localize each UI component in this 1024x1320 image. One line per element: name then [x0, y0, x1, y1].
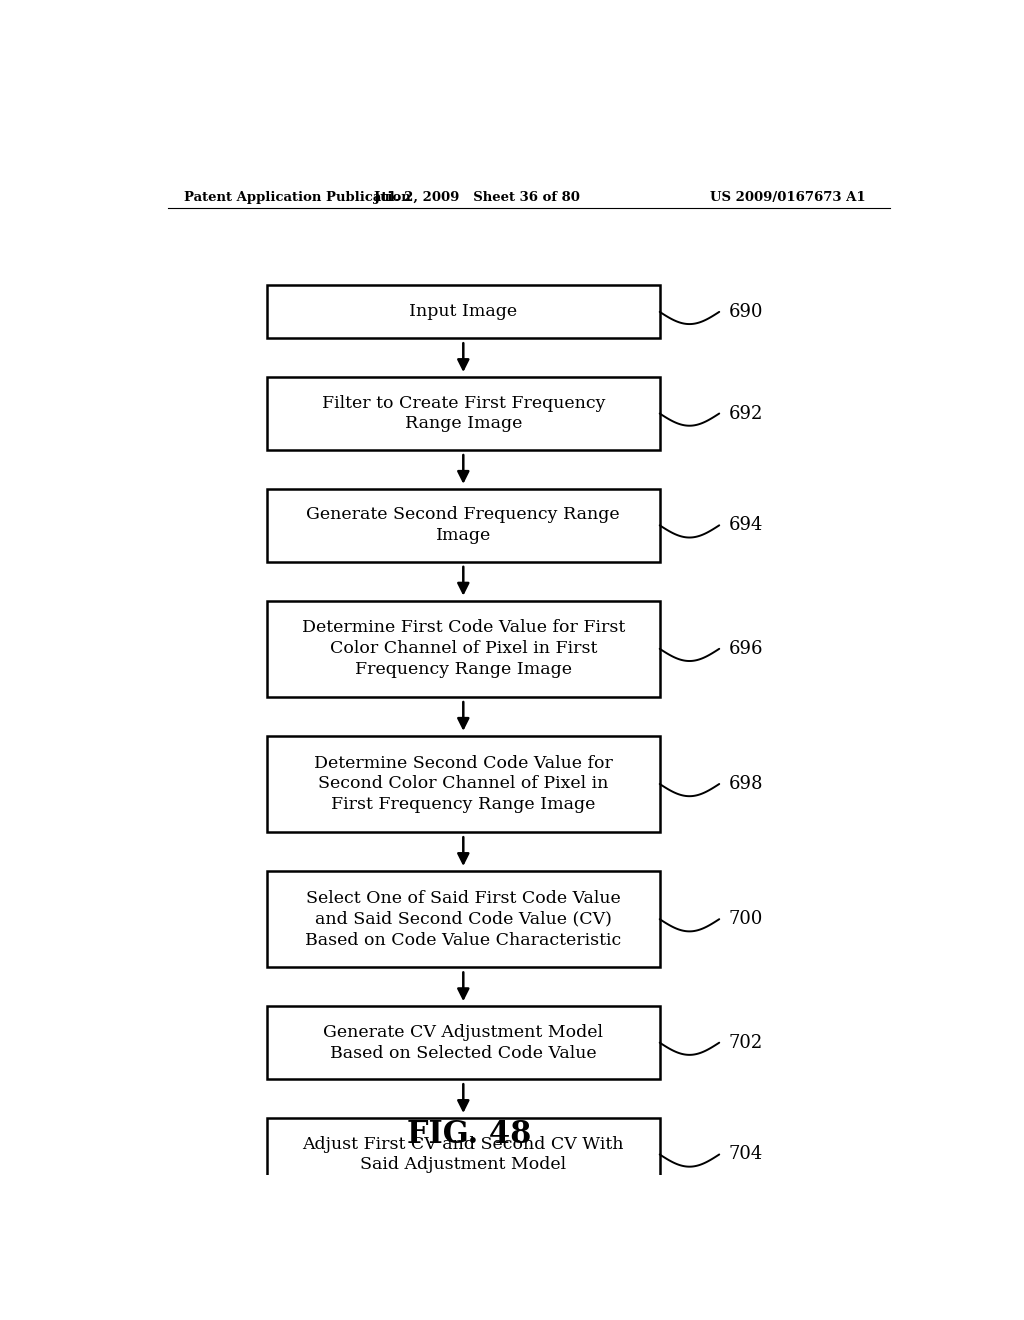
Text: Generate Second Frequency Range
Image: Generate Second Frequency Range Image [306, 507, 621, 544]
Text: Input Image: Input Image [410, 304, 517, 321]
Bar [267, 601, 659, 697]
Bar [267, 285, 659, 338]
Text: 692: 692 [729, 404, 763, 422]
Text: Determine First Code Value for First
Color Channel of Pixel in First
Frequency R: Determine First Code Value for First Col… [302, 619, 625, 678]
Text: US 2009/0167673 A1: US 2009/0167673 A1 [711, 190, 866, 203]
Text: 702: 702 [729, 1034, 763, 1052]
Text: 690: 690 [729, 302, 763, 321]
Bar [267, 378, 659, 450]
Text: 696: 696 [729, 640, 763, 657]
Text: Patent Application Publication: Patent Application Publication [183, 190, 411, 203]
Text: 700: 700 [729, 911, 763, 928]
Text: Adjust First CV and Second CV With
Said Adjustment Model: Adjust First CV and Second CV With Said … [302, 1135, 624, 1173]
Text: 704: 704 [729, 1146, 763, 1163]
Text: FIG. 48: FIG. 48 [408, 1118, 531, 1150]
Text: Determine Second Code Value for
Second Color Channel of Pixel in
First Frequency: Determine Second Code Value for Second C… [314, 755, 612, 813]
Text: Jul. 2, 2009   Sheet 36 of 80: Jul. 2, 2009 Sheet 36 of 80 [374, 190, 581, 203]
Bar [267, 735, 659, 833]
Text: Filter to Create First Frequency
Range Image: Filter to Create First Frequency Range I… [322, 395, 605, 433]
Text: 698: 698 [729, 775, 763, 793]
Text: Select One of Said First Code Value
and Said Second Code Value (CV)
Based on Cod: Select One of Said First Code Value and … [305, 890, 622, 949]
Bar [267, 871, 659, 968]
Bar [267, 1118, 659, 1191]
Bar [267, 1006, 659, 1080]
Text: Generate CV Adjustment Model
Based on Selected Code Value: Generate CV Adjustment Model Based on Se… [324, 1024, 603, 1061]
Text: 694: 694 [729, 516, 763, 535]
Bar [267, 488, 659, 562]
